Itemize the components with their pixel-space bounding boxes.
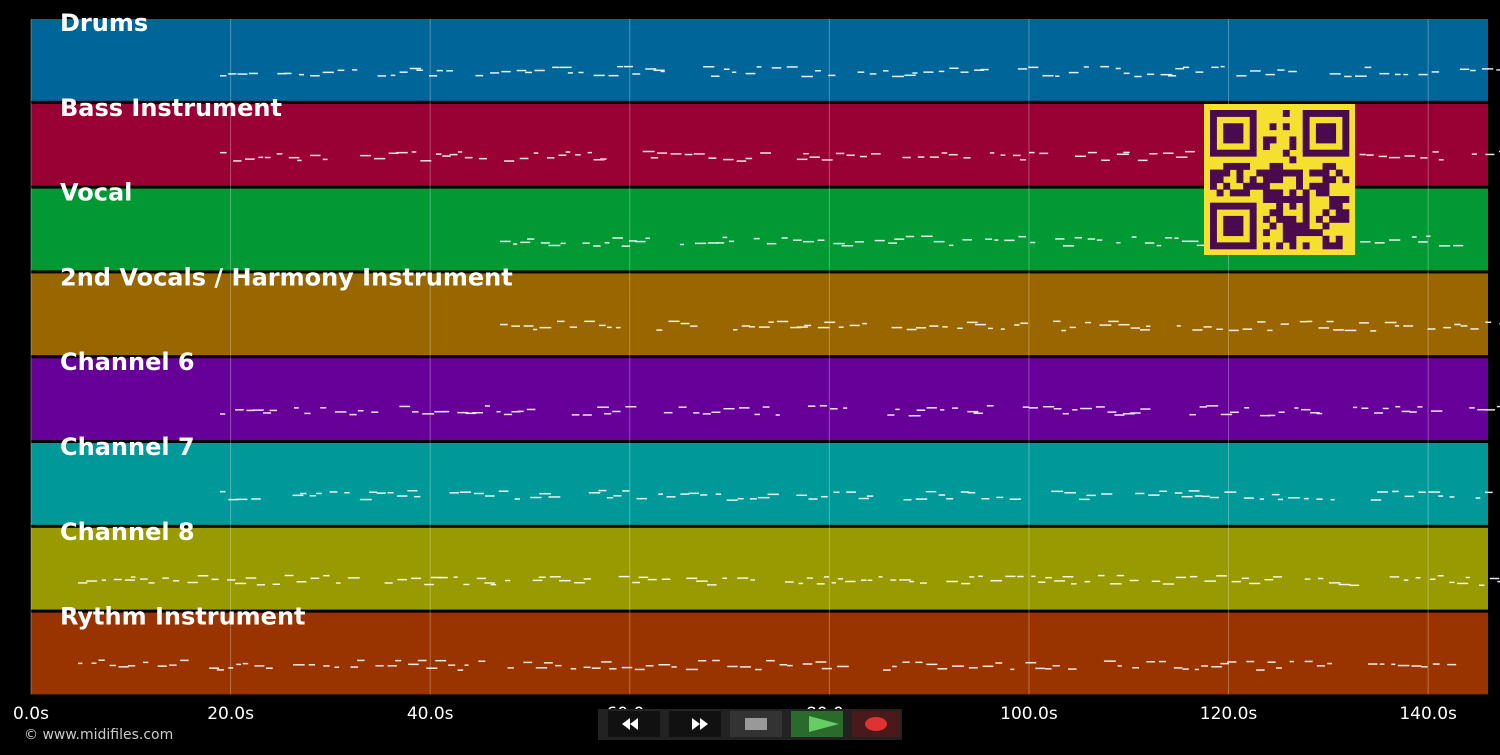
rewind-button[interactable] — [608, 711, 660, 737]
note-pattern — [78, 659, 1457, 671]
forward-button[interactable] — [669, 711, 721, 737]
track-name: Bass Instrument — [60, 94, 282, 122]
note-pattern — [220, 489, 1493, 501]
track-lane — [31, 612, 1488, 695]
play-button[interactable] — [791, 711, 843, 737]
qr-code — [1204, 104, 1355, 255]
track-lane — [31, 358, 1488, 440]
x-tick-label: 120.0s — [1200, 704, 1258, 724]
track-name: Channel 7 — [60, 433, 195, 461]
stop-button[interactable] — [730, 711, 782, 737]
track-lane — [31, 527, 1488, 610]
labels: Drums Bass Instrument Vocal 2nd Vocals / Ha… — [13, 9, 1457, 724]
note-pattern — [78, 574, 1500, 587]
controls — [598, 709, 902, 740]
note-pattern — [500, 235, 1464, 247]
track-name: Channel 8 — [60, 518, 195, 546]
note-pattern — [220, 65, 1500, 78]
x-tick-label: 140.0s — [1399, 704, 1457, 724]
note-pattern — [500, 320, 1500, 332]
track-name: Vocal — [60, 179, 132, 207]
track-name: 2nd Vocals / Harmony Instrument — [60, 263, 513, 291]
track-lane — [31, 273, 1488, 356]
track-name: Rythm Instrument — [60, 603, 306, 631]
copyright: © www.midifiles.com — [24, 727, 173, 743]
x-tick-label: 100.0s — [1000, 704, 1058, 724]
track-lane — [31, 19, 1488, 101]
track-name: Drums — [60, 9, 148, 37]
x-tick-label: 20.0s — [207, 704, 254, 724]
track-name: Channel 6 — [60, 348, 195, 376]
x-tick-label: 0.0s — [13, 704, 49, 724]
x-tick-label: 40.0s — [407, 704, 454, 724]
record-button[interactable] — [852, 711, 900, 737]
track-lane — [31, 443, 1488, 525]
note-pattern — [220, 405, 1500, 417]
